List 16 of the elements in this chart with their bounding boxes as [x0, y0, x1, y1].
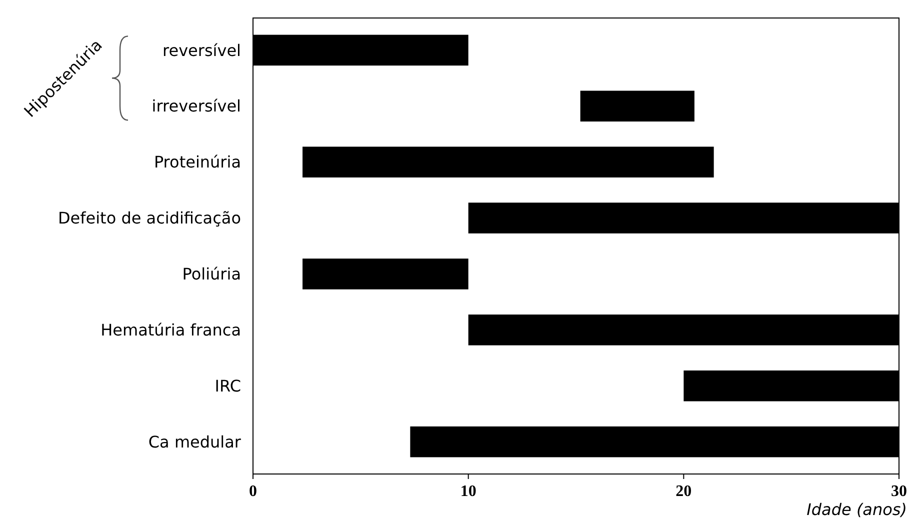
y-tick-label: Poliúria — [182, 264, 241, 284]
x-axis-title: Idade (anos) — [806, 500, 907, 519]
y-tick-label: Hematúria franca — [100, 320, 241, 340]
y-tick-label: Defeito de acidificação — [58, 208, 241, 228]
y-tick-label: reversível — [162, 40, 241, 60]
y-tick-label: Proteinúria — [154, 152, 241, 172]
x-tick-label: 0 — [249, 483, 257, 500]
y-tick-label: IRC — [214, 376, 241, 396]
y-tick-label: Ca medular — [148, 432, 242, 452]
x-tick-label: 20 — [676, 483, 692, 500]
x-tick-label: 30 — [891, 483, 907, 500]
y-tick-label: irreversível — [152, 96, 241, 116]
bar — [302, 146, 714, 178]
x-tick-label: 10 — [460, 483, 476, 500]
bar — [302, 258, 468, 290]
bar — [580, 90, 694, 122]
